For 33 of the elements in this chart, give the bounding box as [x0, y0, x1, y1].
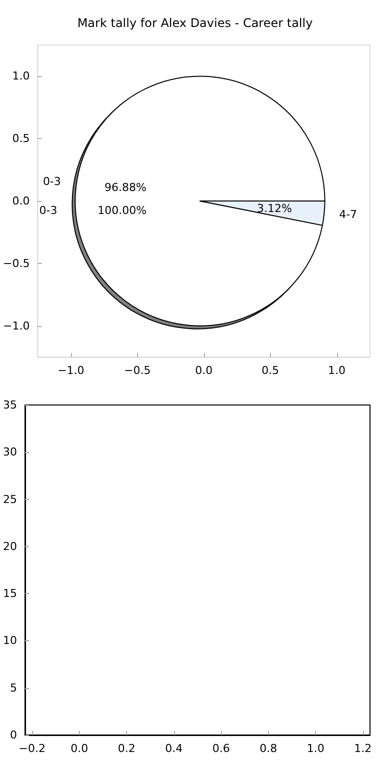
- x-tick-label: 0.0: [195, 364, 213, 377]
- y-tick-label: 0: [10, 728, 17, 742]
- x-tick-label: −1.0: [58, 364, 84, 377]
- x-tick-label: 1.2: [354, 742, 372, 755]
- y-tick-label: 1.0: [12, 70, 30, 83]
- x-tick-label: 0.2: [118, 742, 136, 755]
- data-label: 96.88%: [104, 181, 146, 194]
- data-label: 100.00%: [98, 204, 147, 216]
- y-tick-label: 25: [2, 492, 17, 506]
- y-tick-label: 0.0: [12, 194, 30, 208]
- y-tick-label: 15: [2, 587, 17, 600]
- chart-title: Mark tally for Alex Davies - Career tally: [77, 16, 313, 30]
- x-tick-label: −0.5: [124, 364, 151, 377]
- x-tick-label: 0.8: [260, 742, 278, 755]
- x-tick-label: 0.4: [165, 742, 183, 755]
- x-tick-label: 1.0: [306, 742, 324, 755]
- y-tick-label: 35: [2, 398, 17, 412]
- y-tick-label: 10: [2, 634, 17, 648]
- y-tick-label: −0.5: [2, 256, 30, 270]
- y-tick-label: −1.0: [2, 319, 30, 332]
- x-tick-label: 0.0: [70, 742, 88, 755]
- data-label: 3.12%: [257, 202, 292, 215]
- y-tick-label: 5: [10, 681, 17, 694]
- y-tick-label: 0.5: [12, 132, 30, 146]
- y-tick-label: 20: [2, 540, 17, 553]
- slice-label: 0-3: [42, 174, 61, 188]
- y-tick-label: 30: [2, 446, 17, 459]
- x-tick-label: −0.2: [18, 742, 46, 755]
- slice-label: 0-3: [39, 204, 58, 216]
- slice-label: 4-7: [339, 208, 358, 222]
- x-tick-label: 0.6: [212, 742, 230, 755]
- x-tick-label: 1.0: [328, 364, 346, 377]
- x-tick-label: 0.5: [262, 364, 280, 377]
